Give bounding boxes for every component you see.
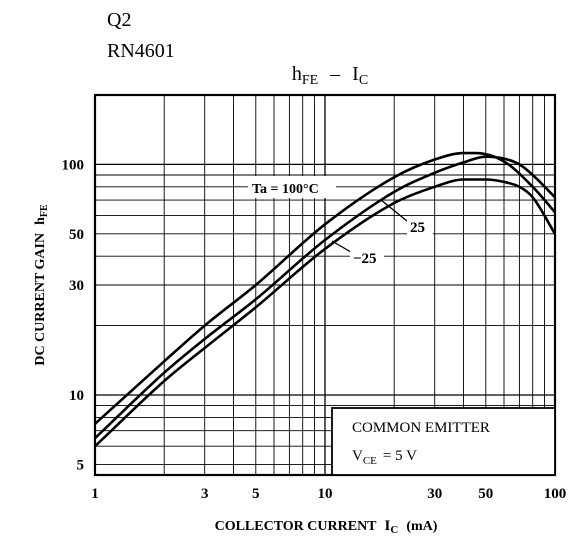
series-label-100c: Ta = 100°C (252, 182, 319, 197)
y-axis-label: DC CURRENT GAINhFE (33, 204, 50, 366)
x-tick-label: 5 (252, 486, 260, 502)
part-number: RN4601 (107, 40, 175, 62)
y-tick-label: 5 (77, 457, 85, 473)
condition-value: VCE = 5 V (352, 448, 417, 467)
series-label-25: 25 (410, 220, 425, 236)
chart-title: hFE – IC (292, 63, 368, 88)
y-tick-label: 50 (69, 227, 84, 243)
condition-box (331, 407, 556, 476)
x-tick-label: 100 (544, 486, 567, 502)
leader-25 (380, 199, 413, 226)
series-label-minus25: −25 (353, 251, 377, 267)
x-axis-label: COLLECTOR CURRENT IC (mA) (215, 518, 438, 536)
series-curve-25 (94, 155, 556, 440)
plot-frame (93, 93, 557, 477)
x-tick-label: 10 (318, 486, 333, 502)
condition-title: COMMON EMITTER (352, 420, 490, 436)
series-curve-minus25 (94, 178, 557, 448)
x-tick-label: 30 (427, 486, 442, 502)
label-bg-minus25 (350, 247, 384, 266)
x-tick-label: 3 (201, 486, 209, 502)
y-tick-label: 30 (69, 278, 84, 294)
x-tick-labels: 1 3 5 10 30 50 100 (91, 486, 566, 502)
series-curves (94, 151, 557, 448)
label-bg-100c (248, 176, 336, 198)
x-tick-label: 1 (91, 486, 99, 502)
y-tick-label: 100 (62, 157, 85, 173)
label-bg-25 (407, 216, 433, 235)
x-tick-label: 50 (478, 486, 493, 502)
series-curve-100c (94, 151, 556, 425)
y-tick-label: 10 (69, 388, 84, 404)
device-label: Q2 (107, 9, 132, 31)
y-tick-labels: 5 10 30 50 100 (62, 157, 85, 473)
